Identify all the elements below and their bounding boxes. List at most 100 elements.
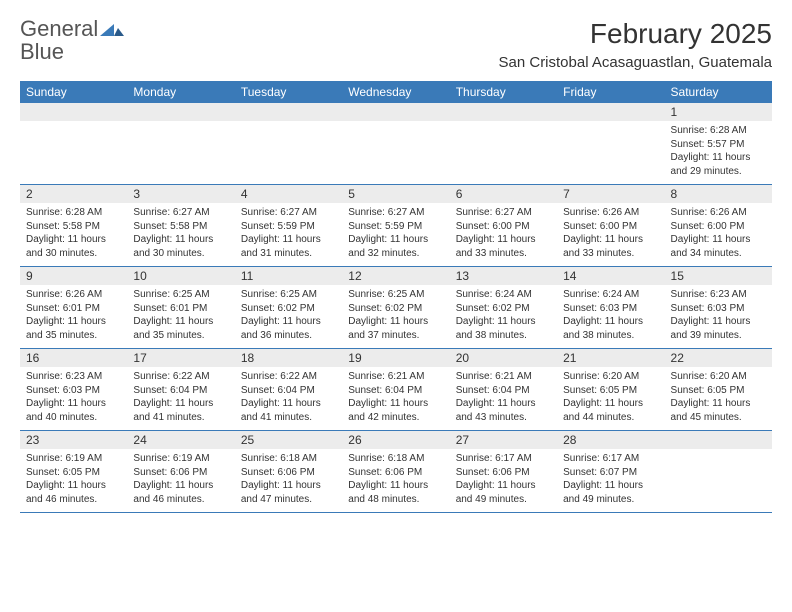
title-block: February 2025 San Cristobal Acasaguastla… [499, 18, 773, 71]
calendar-day-cell: 21Sunrise: 6:20 AMSunset: 6:05 PMDayligh… [557, 349, 664, 431]
calendar-body: 1Sunrise: 6:28 AMSunset: 5:57 PMDaylight… [20, 103, 772, 513]
day-number: 1 [665, 103, 772, 121]
calendar-week-row: 23Sunrise: 6:19 AMSunset: 6:05 PMDayligh… [20, 431, 772, 513]
day-details: Sunrise: 6:28 AMSunset: 5:58 PMDaylight:… [20, 203, 127, 266]
day-details: Sunrise: 6:18 AMSunset: 6:06 PMDaylight:… [342, 449, 449, 512]
day-number: 21 [557, 349, 664, 367]
day-details: Sunrise: 6:25 AMSunset: 6:02 PMDaylight:… [342, 285, 449, 348]
day-details: Sunrise: 6:17 AMSunset: 6:06 PMDaylight:… [450, 449, 557, 512]
day-details: Sunrise: 6:26 AMSunset: 6:00 PMDaylight:… [557, 203, 664, 266]
logo-mark-icon [100, 20, 124, 41]
calendar-day-cell: 12Sunrise: 6:25 AMSunset: 6:02 PMDayligh… [342, 267, 449, 349]
day-number: 9 [20, 267, 127, 285]
calendar-header-row: SundayMondayTuesdayWednesdayThursdayFrid… [20, 81, 772, 103]
day-number: 22 [665, 349, 772, 367]
day-header: Thursday [450, 81, 557, 103]
calendar-day-cell: 17Sunrise: 6:22 AMSunset: 6:04 PMDayligh… [127, 349, 234, 431]
day-number: 12 [342, 267, 449, 285]
empty-day-number [127, 103, 234, 121]
day-number: 13 [450, 267, 557, 285]
calendar-week-row: 2Sunrise: 6:28 AMSunset: 5:58 PMDaylight… [20, 185, 772, 267]
day-number: 19 [342, 349, 449, 367]
day-details: Sunrise: 6:20 AMSunset: 6:05 PMDaylight:… [557, 367, 664, 430]
calendar-day-cell: 13Sunrise: 6:24 AMSunset: 6:02 PMDayligh… [450, 267, 557, 349]
day-details: Sunrise: 6:24 AMSunset: 6:03 PMDaylight:… [557, 285, 664, 348]
day-details: Sunrise: 6:23 AMSunset: 6:03 PMDaylight:… [20, 367, 127, 430]
day-details: Sunrise: 6:19 AMSunset: 6:05 PMDaylight:… [20, 449, 127, 512]
calendar-empty-cell [127, 103, 234, 185]
day-details: Sunrise: 6:19 AMSunset: 6:06 PMDaylight:… [127, 449, 234, 512]
calendar-day-cell: 2Sunrise: 6:28 AMSunset: 5:58 PMDaylight… [20, 185, 127, 267]
day-header: Wednesday [342, 81, 449, 103]
day-number: 2 [20, 185, 127, 203]
day-details: Sunrise: 6:25 AMSunset: 6:02 PMDaylight:… [235, 285, 342, 348]
calendar-day-cell: 5Sunrise: 6:27 AMSunset: 5:59 PMDaylight… [342, 185, 449, 267]
empty-day-number [20, 103, 127, 121]
calendar-empty-cell [235, 103, 342, 185]
calendar-table: SundayMondayTuesdayWednesdayThursdayFrid… [20, 81, 772, 513]
day-details: Sunrise: 6:17 AMSunset: 6:07 PMDaylight:… [557, 449, 664, 512]
calendar-day-cell: 9Sunrise: 6:26 AMSunset: 6:01 PMDaylight… [20, 267, 127, 349]
header: General Blue February 2025 San Cristobal… [20, 18, 772, 71]
day-number: 4 [235, 185, 342, 203]
calendar-empty-cell [20, 103, 127, 185]
calendar-day-cell: 24Sunrise: 6:19 AMSunset: 6:06 PMDayligh… [127, 431, 234, 513]
day-header: Saturday [665, 81, 772, 103]
day-details: Sunrise: 6:18 AMSunset: 6:06 PMDaylight:… [235, 449, 342, 512]
day-details: Sunrise: 6:22 AMSunset: 6:04 PMDaylight:… [235, 367, 342, 430]
calendar-day-cell: 18Sunrise: 6:22 AMSunset: 6:04 PMDayligh… [235, 349, 342, 431]
day-details: Sunrise: 6:21 AMSunset: 6:04 PMDaylight:… [450, 367, 557, 430]
calendar-day-cell: 19Sunrise: 6:21 AMSunset: 6:04 PMDayligh… [342, 349, 449, 431]
day-number: 16 [20, 349, 127, 367]
day-details: Sunrise: 6:23 AMSunset: 6:03 PMDaylight:… [665, 285, 772, 348]
empty-day-number [235, 103, 342, 121]
day-number: 28 [557, 431, 664, 449]
day-details: Sunrise: 6:27 AMSunset: 5:59 PMDaylight:… [235, 203, 342, 266]
logo-text-blue: Blue [20, 39, 64, 64]
calendar-day-cell: 7Sunrise: 6:26 AMSunset: 6:00 PMDaylight… [557, 185, 664, 267]
calendar-day-cell: 14Sunrise: 6:24 AMSunset: 6:03 PMDayligh… [557, 267, 664, 349]
empty-day-number [665, 431, 772, 449]
logo: General Blue [20, 18, 124, 64]
day-details: Sunrise: 6:28 AMSunset: 5:57 PMDaylight:… [665, 121, 772, 184]
calendar-day-cell: 28Sunrise: 6:17 AMSunset: 6:07 PMDayligh… [557, 431, 664, 513]
day-number: 20 [450, 349, 557, 367]
day-number: 26 [342, 431, 449, 449]
day-details: Sunrise: 6:26 AMSunset: 6:01 PMDaylight:… [20, 285, 127, 348]
day-number: 24 [127, 431, 234, 449]
calendar-day-cell: 6Sunrise: 6:27 AMSunset: 6:00 PMDaylight… [450, 185, 557, 267]
day-number: 25 [235, 431, 342, 449]
calendar-week-row: 1Sunrise: 6:28 AMSunset: 5:57 PMDaylight… [20, 103, 772, 185]
day-details: Sunrise: 6:22 AMSunset: 6:04 PMDaylight:… [127, 367, 234, 430]
calendar-day-cell: 15Sunrise: 6:23 AMSunset: 6:03 PMDayligh… [665, 267, 772, 349]
calendar-day-cell: 3Sunrise: 6:27 AMSunset: 5:58 PMDaylight… [127, 185, 234, 267]
calendar-day-cell: 10Sunrise: 6:25 AMSunset: 6:01 PMDayligh… [127, 267, 234, 349]
calendar-empty-cell [342, 103, 449, 185]
calendar-day-cell: 8Sunrise: 6:26 AMSunset: 6:00 PMDaylight… [665, 185, 772, 267]
calendar-empty-cell [665, 431, 772, 513]
day-details: Sunrise: 6:24 AMSunset: 6:02 PMDaylight:… [450, 285, 557, 348]
calendar-day-cell: 25Sunrise: 6:18 AMSunset: 6:06 PMDayligh… [235, 431, 342, 513]
day-number: 3 [127, 185, 234, 203]
calendar-day-cell: 11Sunrise: 6:25 AMSunset: 6:02 PMDayligh… [235, 267, 342, 349]
day-number: 18 [235, 349, 342, 367]
calendar-day-cell: 27Sunrise: 6:17 AMSunset: 6:06 PMDayligh… [450, 431, 557, 513]
empty-day-number [342, 103, 449, 121]
logo-text-gray: General [20, 16, 98, 41]
day-number: 17 [127, 349, 234, 367]
day-number: 8 [665, 185, 772, 203]
day-header: Sunday [20, 81, 127, 103]
calendar-empty-cell [557, 103, 664, 185]
calendar-day-cell: 1Sunrise: 6:28 AMSunset: 5:57 PMDaylight… [665, 103, 772, 185]
day-details: Sunrise: 6:27 AMSunset: 6:00 PMDaylight:… [450, 203, 557, 266]
calendar-day-cell: 20Sunrise: 6:21 AMSunset: 6:04 PMDayligh… [450, 349, 557, 431]
day-number: 27 [450, 431, 557, 449]
day-details: Sunrise: 6:20 AMSunset: 6:05 PMDaylight:… [665, 367, 772, 430]
calendar-day-cell: 26Sunrise: 6:18 AMSunset: 6:06 PMDayligh… [342, 431, 449, 513]
calendar-day-cell: 23Sunrise: 6:19 AMSunset: 6:05 PMDayligh… [20, 431, 127, 513]
calendar-day-cell: 16Sunrise: 6:23 AMSunset: 6:03 PMDayligh… [20, 349, 127, 431]
day-details: Sunrise: 6:27 AMSunset: 5:58 PMDaylight:… [127, 203, 234, 266]
day-details: Sunrise: 6:21 AMSunset: 6:04 PMDaylight:… [342, 367, 449, 430]
day-number: 5 [342, 185, 449, 203]
day-number: 11 [235, 267, 342, 285]
